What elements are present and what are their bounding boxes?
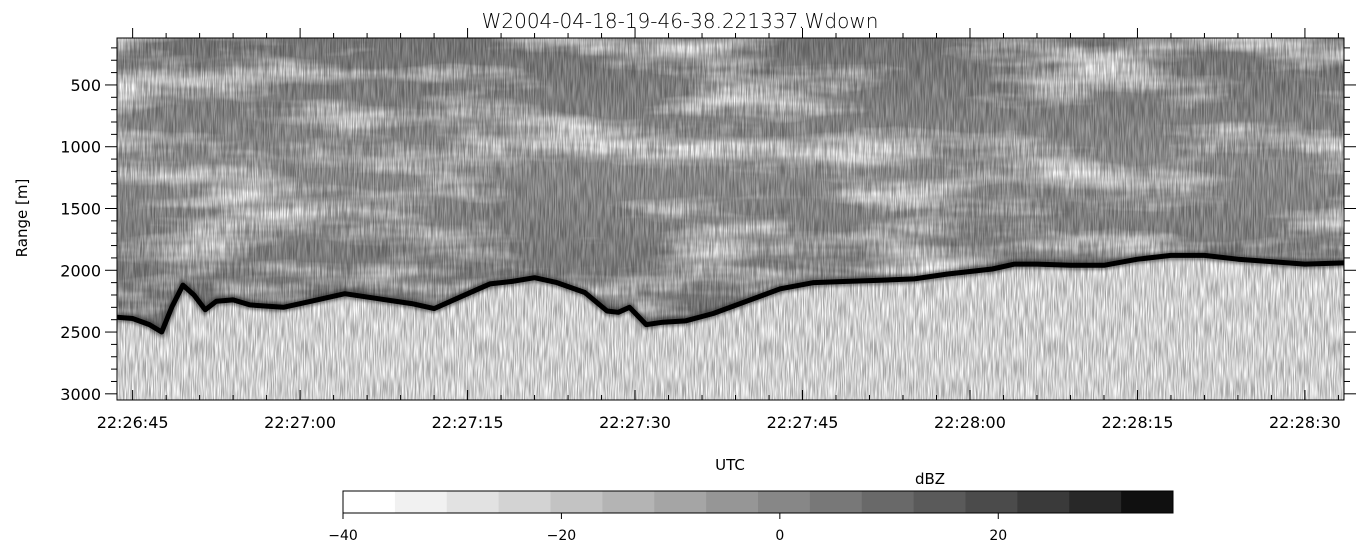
x-axis-label: UTC [715,456,745,474]
y-tick-label: 1000 [60,138,101,157]
colorbar-swatch [706,491,759,513]
colorbar-swatch [1069,491,1122,513]
x-tick-label: 22:27:00 [264,413,336,432]
chart-title: W2004-04-18-19-46-38.221337.Wdown [482,9,879,33]
colorbar-swatch [343,491,396,513]
colorbar-swatch [498,491,551,513]
colorbar-swatch [965,491,1018,513]
colorbar-swatch [394,491,448,513]
x-tick-label: 22:28:15 [1102,413,1174,432]
colorbar-swatch [913,491,966,513]
x-tick-label: 22:27:30 [599,413,671,432]
colorbar-swatch [602,491,655,513]
colorbar-frame [342,490,1174,514]
surface-noise [117,38,1344,400]
colorbar-tick-label: −40 [328,528,358,543]
surface-return-line [117,252,1344,335]
x-tick-label: 22:27:15 [432,413,504,432]
colorbar-ticks: −40 −20 0 20 [328,513,1007,543]
colorbar-swatch [446,491,500,513]
x-tick-label: 22:27:45 [767,413,839,432]
y-axis: 500 1000 1500 2000 2500 3000 [60,47,1356,404]
colorbar-swatch [758,491,811,513]
plot-frame [116,37,1345,401]
y-tick-label: 500 [70,76,101,95]
x-tick-label: 22:28:30 [1269,413,1341,432]
colorbar-tick-label: 20 [989,528,1007,543]
plot-area [117,38,1344,400]
colorbar-swatch [809,491,863,513]
colorbar-swatch [1121,491,1174,513]
colorbar-swatch [550,491,603,513]
y-tick-label: 2500 [60,323,101,342]
colorbar-swatch [1017,491,1070,513]
colorbar-label: dBZ [915,470,945,488]
x-tick-label: 22:26:45 [97,413,169,432]
colorbar-swatch [861,491,915,513]
y-tick-label: 1500 [60,199,101,218]
y-axis-label: Range [m] [13,179,31,258]
y-tick-label: 2000 [60,261,101,280]
x-tick-label: 22:28:00 [934,413,1006,432]
colorbar-tick-label: 0 [775,528,784,543]
colorbar-tick-label: −20 [547,528,577,543]
colorbar-swatch [654,491,707,513]
y-tick-label: 3000 [60,385,101,404]
x-axis: 22:26:45 22:27:00 22:27:15 22:27:30 22:27:45… [97,28,1341,432]
colorbar [343,491,1174,513]
